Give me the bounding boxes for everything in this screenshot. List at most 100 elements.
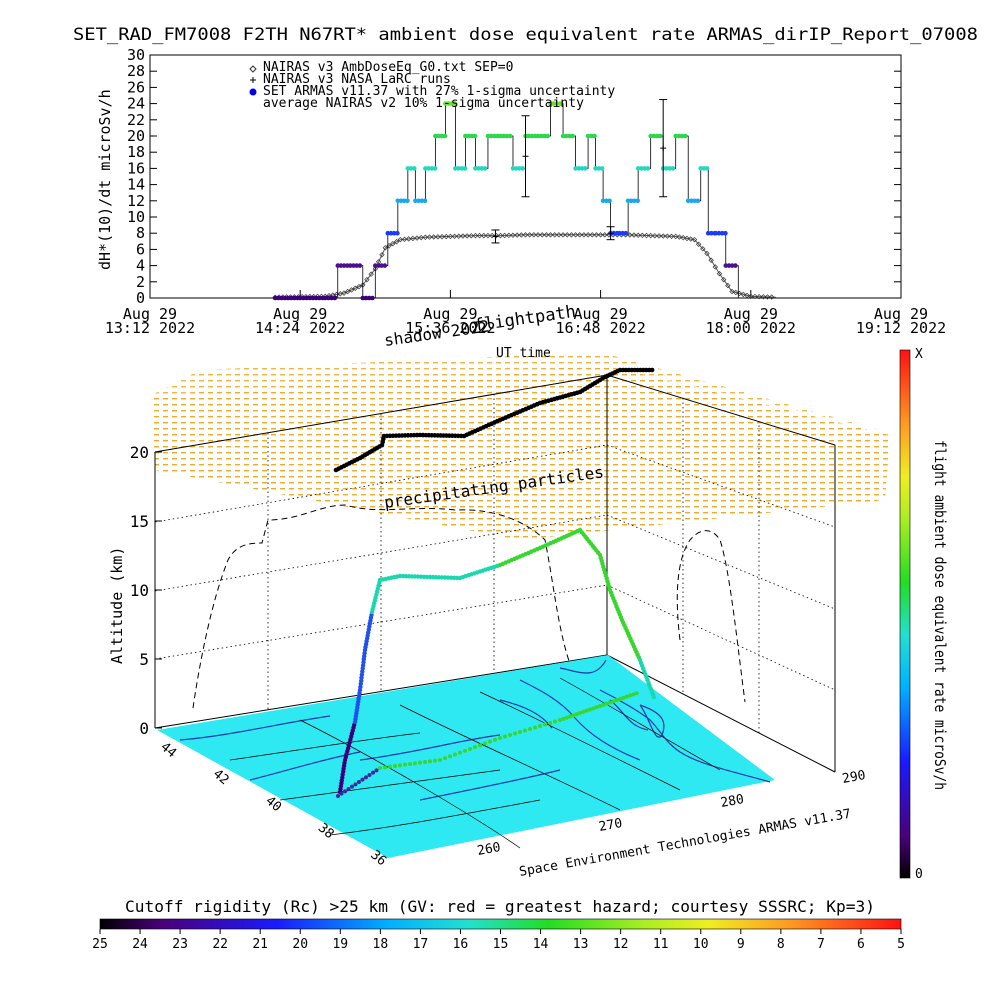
armas-point xyxy=(360,295,366,301)
x-tick-label: 13:12 2022 xyxy=(105,319,195,337)
armas-point xyxy=(391,230,397,236)
nairas-v3-point xyxy=(602,232,608,238)
legend-label: average NAIRAS v2 10% 1-sigma uncertaint… xyxy=(263,96,584,111)
nairas-v3-point xyxy=(431,234,437,240)
nairas-v3-point xyxy=(639,232,646,239)
armas-point xyxy=(363,295,369,301)
armas-point xyxy=(607,198,612,204)
armas-point xyxy=(348,263,353,268)
nairas-v3-point xyxy=(691,236,698,243)
ground-track-point xyxy=(631,692,636,697)
y-tick-label: 26 xyxy=(127,78,145,96)
z-tick-label: 0 xyxy=(139,719,149,738)
ground-track-point xyxy=(353,782,358,787)
ground-track-point xyxy=(473,745,477,750)
armas-point xyxy=(664,166,669,171)
armas-point xyxy=(604,198,609,204)
ground-track-point xyxy=(468,747,472,751)
armas-point xyxy=(579,166,585,171)
armas-point xyxy=(429,166,435,171)
rigidity-tick-label: 9 xyxy=(737,937,745,952)
y-tick-label: 12 xyxy=(127,192,145,210)
ground-track-point xyxy=(493,737,497,742)
ground-track-point xyxy=(611,699,616,704)
armas-point xyxy=(689,198,694,204)
ground-track-point xyxy=(581,709,586,714)
armas-point xyxy=(449,101,455,106)
nairas-v3-point xyxy=(382,245,389,251)
armas-point xyxy=(452,101,458,106)
rigidity-tick-label: 22 xyxy=(212,937,228,952)
ground-track-point xyxy=(533,725,537,730)
rigidity-colorbar-title: Cutoff rigidity (Rc) >25 km (GV: red = g… xyxy=(125,897,875,916)
nairas-v3-point xyxy=(348,287,355,293)
ground-track-point xyxy=(543,722,547,727)
rigidity-tick-label: 17 xyxy=(413,937,429,952)
rigidity-tick-label: 24 xyxy=(132,937,148,952)
x-tick-label: 19:12 2022 xyxy=(856,319,946,337)
ground-track-point xyxy=(618,697,622,701)
armas-point xyxy=(593,166,598,171)
ground-track-point xyxy=(553,719,557,724)
nairas-v3-point xyxy=(560,232,566,238)
nairas-v3-point xyxy=(585,232,591,238)
nairas-v3-point xyxy=(535,232,541,238)
larc-point xyxy=(607,230,614,237)
armas-point xyxy=(436,133,441,139)
ground-track-point xyxy=(503,734,507,739)
rigidity-tick-label: 6 xyxy=(857,937,865,952)
nairas-v3-point xyxy=(740,291,746,298)
armas-point xyxy=(510,166,516,171)
armas-point xyxy=(395,198,401,204)
nairas-v3-point xyxy=(744,292,750,299)
rigidity-tick-label: 21 xyxy=(252,937,268,952)
armas-point xyxy=(625,198,631,204)
nairas-v3-point xyxy=(497,232,504,239)
ground-track-point xyxy=(398,763,402,768)
armas-point xyxy=(542,133,547,139)
altitude-axis-label: Altitude (km) xyxy=(108,547,126,664)
armas-point xyxy=(488,133,494,139)
dose-colorbar-top-label: X xyxy=(915,347,923,362)
ground-track-point xyxy=(488,739,492,744)
rigidity-tick-label: 19 xyxy=(332,937,348,952)
armas-point xyxy=(504,133,510,139)
armas-point xyxy=(554,101,560,106)
top-y-axis-label: dH*(10)/dt microSv/h xyxy=(96,89,114,270)
ground-track-point xyxy=(528,727,532,731)
x-tick-label: Aug 29 xyxy=(273,305,327,323)
armas-point xyxy=(507,133,513,139)
ground-track-point xyxy=(413,761,417,766)
lat-tick-label: 44 xyxy=(157,740,179,762)
z-tick-label: 10 xyxy=(130,581,149,600)
armas-point xyxy=(398,198,404,204)
armas-point xyxy=(517,166,522,171)
ground-track-point xyxy=(448,754,452,759)
nairas-v3-point xyxy=(652,233,658,239)
nairas-v3-point xyxy=(631,232,637,238)
nairas-v3-point xyxy=(531,232,537,238)
nairas-v3-point xyxy=(656,233,662,239)
x-tick-label: Aug 29 xyxy=(874,305,928,323)
armas-point xyxy=(623,230,629,236)
nairas-v3-point xyxy=(401,236,408,242)
legend-item-nairas-v3: NAIRAS v3 AmbDoseEq_G0.txt SEP=0 xyxy=(249,60,513,75)
y-tick-label: 24 xyxy=(127,95,145,113)
ground-track-point xyxy=(508,733,512,737)
ground-track-point xyxy=(523,728,527,733)
armas-point xyxy=(411,166,417,171)
armas-point xyxy=(432,166,438,171)
particle-sheet-upper xyxy=(152,352,880,430)
armas-point xyxy=(679,133,685,139)
armas-point xyxy=(526,133,531,139)
armas-point xyxy=(479,166,485,171)
armas-point xyxy=(366,295,372,301)
nairas-v3-point xyxy=(712,264,719,270)
legend-item-armas: SET ARMAS v11.37 with 27% 1-sigma uncert… xyxy=(249,84,615,99)
armas-point xyxy=(405,198,410,204)
armas-point xyxy=(301,295,306,301)
armas-point xyxy=(599,166,605,171)
armas-point xyxy=(388,230,394,236)
armas-point xyxy=(585,133,591,139)
nairas-v3-point xyxy=(589,232,595,238)
